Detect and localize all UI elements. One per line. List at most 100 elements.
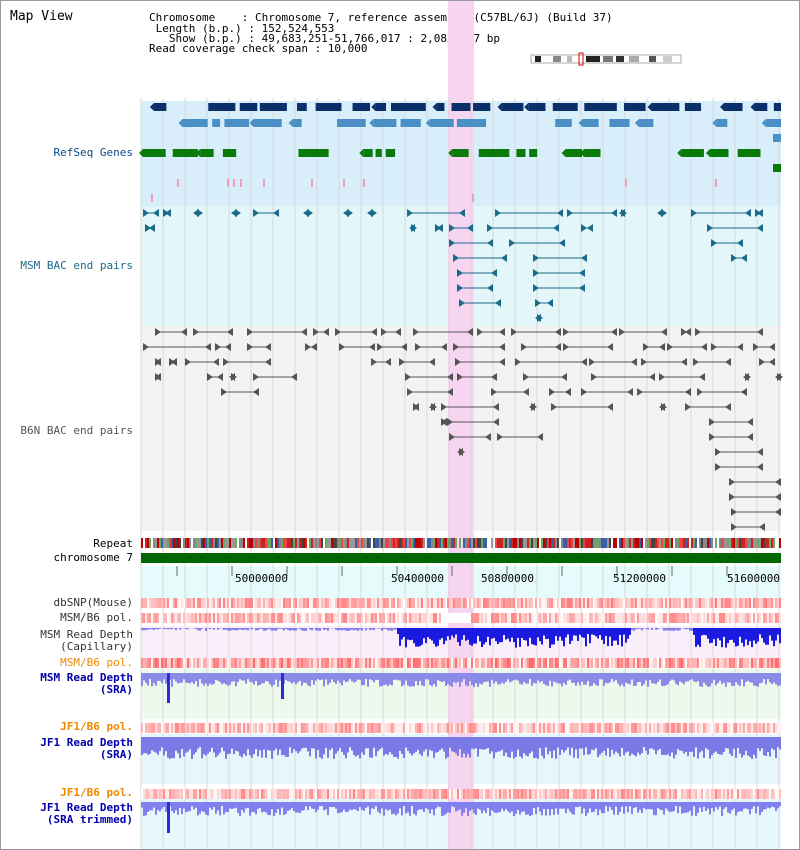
msm-sra-depth-bar: [511, 673, 513, 682]
jf1-trimmed-depth-bar: [479, 802, 481, 810]
track-label-msm-bac[interactable]: MSM BAC end pairs: [20, 259, 133, 272]
msm-sra-depth-bar: [671, 673, 673, 680]
capillary-depth-bar: [495, 628, 497, 642]
msm-sra-depth-bar: [557, 673, 559, 684]
msm-b6-pol-heatmap-cell: [181, 613, 183, 623]
msm-sra-depth-bar: [173, 673, 175, 680]
page-title: Map View: [10, 9, 73, 24]
capillary-depth-bar: [273, 628, 275, 631]
jf1-b6-pol-1-heatmap-cell: [219, 723, 221, 733]
msm-b6-pol-heatmap-cell: [677, 613, 679, 623]
jf1-sra-depth-bar: [513, 737, 515, 759]
dbsnp-heatmap-cell: [373, 598, 375, 608]
track-label-dbsnp[interactable]: dbSNP(Mouse): [53, 596, 133, 609]
msm-sra-depth-bar: [767, 673, 769, 680]
capillary-depth-bar: [319, 628, 321, 631]
jf1-b6-pol-1-heatmap-cell: [683, 723, 685, 733]
jf1-trimmed-depth-bar: [641, 802, 643, 814]
dbsnp-heatmap-cell: [467, 598, 469, 608]
capillary-depth-bar: [289, 628, 291, 631]
track-label-msm-b6-pol-2[interactable]: MSM/B6 pol.: [60, 656, 133, 669]
jf1-sra-depth-bar: [499, 737, 501, 752]
msm-sra-depth-bar: [615, 673, 617, 680]
track-label-jf1-b6-pol-1[interactable]: JF1/B6 pol.: [60, 720, 133, 733]
track-label-msm-depth-sra[interactable]: MSM Read Depth (SRA): [40, 671, 133, 696]
capillary-depth-bar: [285, 628, 287, 629]
track-label-b6n-bac[interactable]: B6N BAC end pairs: [20, 424, 133, 437]
jf1-b6-pol-1-heatmap-cell: [157, 723, 159, 733]
jf1-trimmed-depth-bar: [493, 802, 495, 813]
track-label-refseq-genes[interactable]: RefSeq Genes: [53, 146, 133, 159]
jf1-b6-pol-1-heatmap-cell: [623, 723, 625, 733]
msm-b6-pol-heatmap-cell: [413, 613, 415, 623]
msm-bac-pair-end: [557, 209, 563, 217]
track-label-repeat[interactable]: Repeat: [93, 537, 133, 550]
jf1-trimmed-depth-bar: [441, 802, 443, 816]
dbsnp-heatmap-cell: [207, 598, 209, 608]
msm-sra-depth-bar: [619, 673, 621, 687]
capillary-depth-bar: [271, 628, 273, 631]
b6n-bac-pair-end: [441, 403, 447, 411]
jf1-b6-pol-2-heatmap-cell: [285, 789, 287, 799]
repeat-feature: [677, 538, 679, 548]
jf1-sra-depth-bar: [775, 737, 777, 758]
jf1-trimmed-depth-bar: [763, 802, 765, 810]
capillary-depth-bar: [391, 628, 393, 631]
capillary-depth-bar: [379, 628, 381, 629]
track-label-chromosome[interactable]: chromosome 7: [53, 551, 133, 564]
jf1-sra-depth-bar: [485, 737, 487, 750]
msm-sra-depth-bar: [765, 673, 767, 685]
msm-sra-depth-bar: [335, 673, 337, 684]
jf1-b6-pol-2-heatmap-cell: [503, 789, 505, 799]
capillary-depth-bar: [707, 628, 709, 639]
jf1-sra-depth-bar: [321, 737, 323, 759]
msm-b6-pol-heatmap-cell: [671, 613, 673, 623]
dbsnp-heatmap-cell: [511, 598, 513, 608]
msm-b6-pol-heatmap-cell: [511, 613, 513, 623]
jf1-sra-depth-bar: [649, 737, 651, 749]
capillary-depth-bar: [657, 628, 659, 630]
track-label-jf1-b6-pol-2[interactable]: JF1/B6 pol.: [60, 786, 133, 799]
msm-sra-depth-bar: [715, 673, 717, 686]
dbsnp-heatmap-cell: [393, 598, 395, 608]
jf1-b6-pol-2-heatmap-cell: [727, 789, 729, 799]
jf1-sra-depth-bar: [357, 737, 359, 756]
msm-sra-depth-bar: [419, 673, 421, 681]
jf1-b6-pol-2-heatmap-cell: [233, 789, 235, 799]
repeat-feature: [189, 538, 191, 548]
msm-b6-pol-2-heatmap-cell: [549, 658, 551, 668]
track-label-jf1-depth-trimmed[interactable]: JF1 Read Depth (SRA trimmed): [40, 801, 133, 826]
msm-b6-pol-2-heatmap-cell: [197, 658, 199, 668]
capillary-depth-bar: [441, 628, 443, 639]
capillary-depth-bar: [247, 628, 249, 631]
jf1-b6-pol-1-heatmap-cell: [605, 723, 607, 733]
jf1-b6-pol-2-heatmap-cell: [753, 789, 755, 799]
msm-b6-pol-heatmap-cell: [599, 613, 601, 623]
jf1-b6-pol-2-heatmap-cell: [309, 789, 311, 799]
track-label-jf1-depth-sra[interactable]: JF1 Read Depth (SRA): [40, 736, 133, 761]
repeat-feature: [757, 538, 759, 548]
repeat-feature: [195, 538, 197, 548]
msm-b6-pol-2-heatmap-cell: [629, 658, 631, 668]
jf1-sra-depth-bar: [399, 737, 401, 751]
repeat-feature: [179, 538, 181, 548]
msm-b6-pol-2-heatmap-cell: [605, 658, 607, 668]
dbsnp-heatmap-cell: [493, 598, 495, 608]
msm-b6-pol-heatmap-cell: [585, 613, 587, 623]
dbsnp-heatmap-cell: [627, 598, 629, 608]
repeat-feature: [463, 538, 465, 548]
track-label-msm-depth-capillary[interactable]: MSM Read Depth (Capillary): [40, 628, 133, 653]
jf1-sra-depth-bar: [687, 737, 689, 757]
repeat-feature: [153, 538, 155, 548]
jf1-b6-pol-1-heatmap-cell: [315, 723, 317, 733]
jf1-sra-depth-bar: [733, 737, 735, 749]
msm-b6-pol-heatmap-cell: [565, 613, 567, 623]
jf1-sra-depth-bar: [727, 737, 729, 749]
track-label-msm-b6-pol-1[interactable]: MSM/B6 pol.: [60, 611, 133, 624]
repeat-feature: [389, 538, 391, 548]
repeat-feature: [521, 538, 523, 548]
jf1-sra-depth-bar: [415, 737, 417, 752]
jf1-b6-pol-2-heatmap-cell: [449, 789, 451, 799]
capillary-depth-bar: [589, 628, 591, 644]
